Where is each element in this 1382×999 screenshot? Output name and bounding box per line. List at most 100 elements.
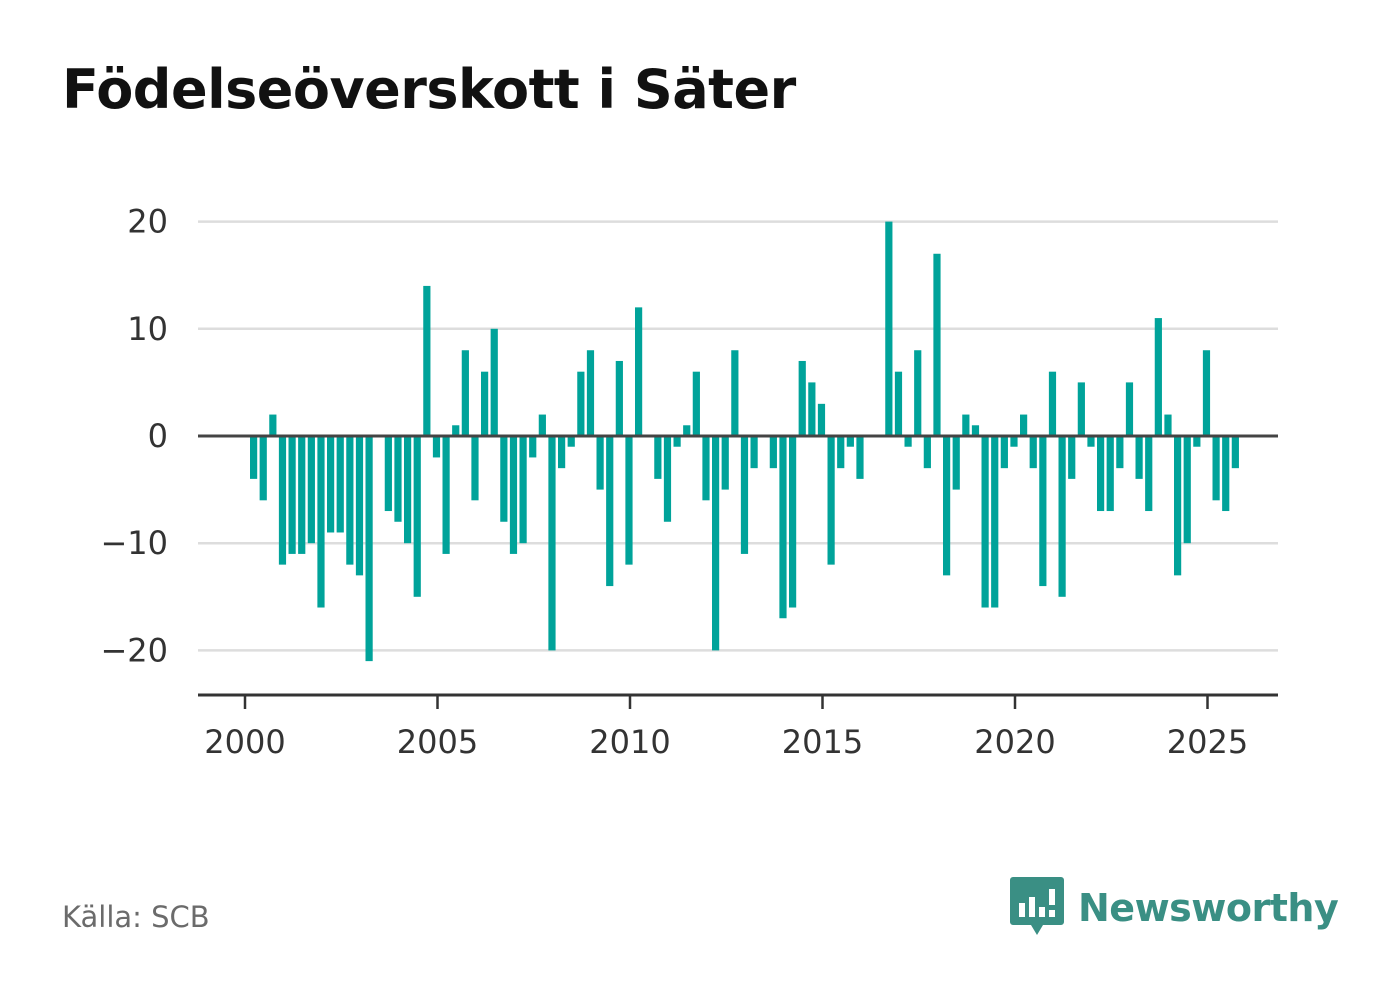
bar bbox=[452, 425, 460, 436]
bar bbox=[606, 436, 614, 587]
bar bbox=[663, 436, 672, 522]
bar bbox=[1222, 436, 1230, 512]
bar bbox=[1231, 436, 1239, 469]
bar bbox=[538, 414, 546, 436]
bar bbox=[1020, 414, 1028, 436]
bar bbox=[355, 436, 364, 576]
bar bbox=[856, 436, 864, 479]
bar bbox=[1183, 436, 1191, 544]
bar bbox=[269, 414, 277, 436]
bar bbox=[798, 360, 806, 436]
y-tick-label: −10 bbox=[100, 524, 168, 562]
brand-logo: Newsworthy bbox=[1010, 877, 1339, 939]
bar bbox=[1135, 436, 1143, 479]
bar bbox=[962, 414, 970, 436]
bar bbox=[615, 360, 623, 436]
bar bbox=[779, 436, 787, 619]
bar bbox=[596, 436, 604, 490]
bar bbox=[914, 350, 922, 436]
bar bbox=[1164, 414, 1172, 436]
bar bbox=[336, 436, 344, 533]
bar bbox=[1202, 350, 1211, 436]
bar bbox=[625, 436, 633, 565]
bar bbox=[250, 436, 258, 479]
bars bbox=[250, 221, 1239, 662]
bar bbox=[404, 436, 412, 544]
bar bbox=[808, 382, 816, 436]
bar bbox=[952, 436, 960, 490]
bar bbox=[750, 436, 758, 469]
bar bbox=[635, 307, 643, 436]
x-tick-label: 2010 bbox=[589, 723, 670, 761]
bar bbox=[346, 436, 354, 565]
y-tick-label: 20 bbox=[127, 203, 168, 241]
bar bbox=[904, 436, 912, 447]
bar bbox=[991, 436, 999, 608]
bar bbox=[327, 436, 335, 533]
bar bbox=[1174, 436, 1182, 576]
bar bbox=[519, 436, 527, 544]
bar bbox=[1029, 436, 1037, 469]
bar bbox=[384, 436, 392, 512]
bar bbox=[1058, 436, 1066, 597]
bar bbox=[567, 436, 575, 447]
bar bbox=[894, 371, 903, 436]
bar bbox=[837, 436, 845, 469]
bar bbox=[278, 436, 287, 565]
bar bbox=[1106, 436, 1114, 512]
bar bbox=[259, 436, 267, 501]
bar bbox=[1193, 436, 1201, 447]
bar bbox=[548, 436, 556, 651]
bar bbox=[846, 436, 854, 447]
bar bbox=[481, 371, 489, 436]
bar-chart-speech-bubble-icon bbox=[1010, 877, 1064, 935]
y-tick-label: −20 bbox=[100, 631, 168, 669]
bar bbox=[1212, 436, 1220, 501]
bar bbox=[509, 436, 518, 554]
bar bbox=[529, 436, 537, 458]
bar bbox=[923, 436, 931, 469]
bar bbox=[461, 350, 469, 436]
brand-name: Newsworthy bbox=[1078, 886, 1339, 930]
source-note: Källa: SCB bbox=[62, 900, 210, 934]
bar bbox=[971, 425, 980, 436]
bar bbox=[1154, 318, 1162, 436]
bar bbox=[394, 436, 402, 522]
bar bbox=[721, 436, 729, 490]
bar bbox=[740, 436, 749, 554]
bar bbox=[943, 436, 951, 576]
bar bbox=[817, 403, 826, 436]
x-tick-label: 2020 bbox=[974, 723, 1055, 761]
bar bbox=[558, 436, 566, 469]
bar bbox=[673, 436, 681, 447]
bar bbox=[933, 253, 941, 436]
bar bbox=[789, 436, 797, 608]
bar bbox=[500, 436, 508, 522]
bar bbox=[317, 436, 325, 608]
bar bbox=[577, 371, 585, 436]
bar bbox=[1087, 436, 1095, 447]
bar bbox=[413, 436, 421, 597]
bar bbox=[1010, 436, 1018, 447]
bar bbox=[423, 285, 431, 436]
bar bbox=[442, 436, 450, 554]
bar bbox=[654, 436, 662, 479]
bar bbox=[1039, 436, 1047, 587]
bar bbox=[692, 371, 700, 436]
bar bbox=[1145, 436, 1153, 512]
bar bbox=[769, 436, 777, 469]
bar bbox=[471, 436, 479, 501]
x-tick-label: 2025 bbox=[1167, 723, 1248, 761]
y-tick-label: 0 bbox=[148, 417, 168, 455]
bar bbox=[885, 221, 893, 436]
bar bbox=[1068, 436, 1076, 479]
bar bbox=[731, 350, 739, 436]
bar bbox=[307, 436, 315, 544]
chart-title: Födelseöverskott i Säter bbox=[62, 58, 796, 121]
bar bbox=[490, 328, 498, 436]
bar bbox=[1048, 371, 1057, 436]
x-tick-label: 2000 bbox=[204, 723, 285, 761]
bar bbox=[712, 436, 720, 651]
